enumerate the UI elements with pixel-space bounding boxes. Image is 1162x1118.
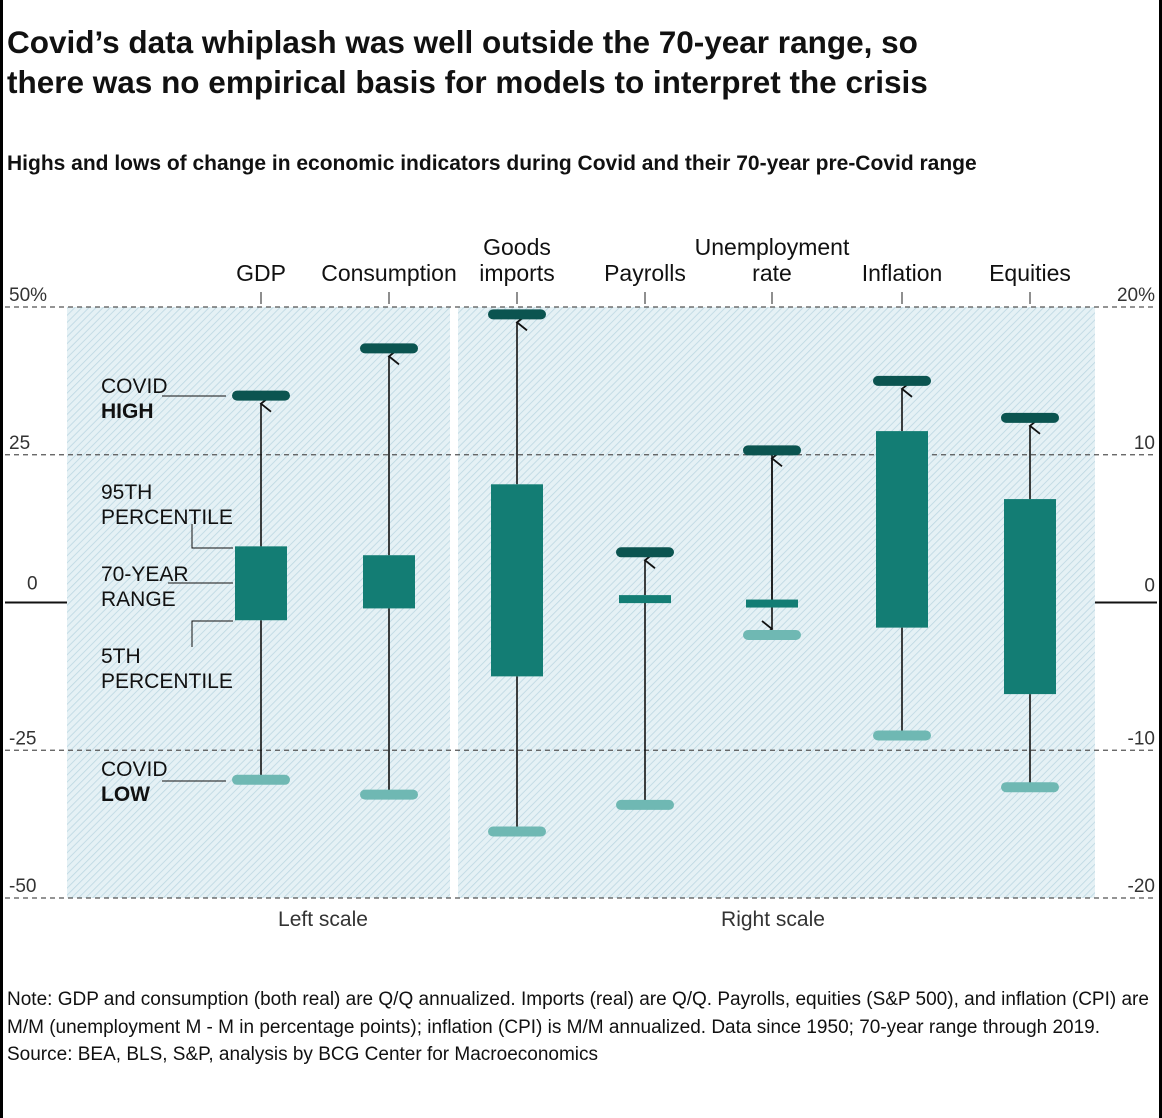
seventy-year-range-box (619, 595, 671, 604)
p95-callout-text: PERCENTILE (101, 506, 233, 529)
indicator-consumption (360, 343, 418, 800)
right-tick-label: 0 (1144, 576, 1155, 597)
indicator-payrolls (616, 547, 674, 810)
range-callout-text: 70-YEAR (101, 563, 189, 586)
left-tick-label: -25 (9, 728, 36, 749)
left-tick-label: 0 (27, 574, 38, 595)
p5-callout-text: 5TH (101, 645, 141, 668)
left-tick-label: 25 (9, 433, 30, 454)
seventy-year-range-box (1004, 499, 1056, 695)
p5-leader (191, 620, 233, 647)
seventy-year-range-box (746, 599, 798, 608)
left-border (0, 0, 3, 1118)
indicator-goods-imports (488, 309, 546, 837)
right-tick-label: 20% (1117, 285, 1155, 306)
covid-low-callout-text: LOW (101, 783, 150, 806)
seventy-year-range-box (876, 431, 928, 628)
right-scale-caption: Right scale (721, 908, 825, 931)
p95-callout-text: 95TH (101, 481, 152, 504)
chart-title-line-1: Covid’s data whiplash was well outside t… (7, 24, 918, 60)
indicator-label: Equities (989, 260, 1071, 286)
indicator-unemployment-rate (743, 445, 801, 641)
covid-high-callout-text: COVID (101, 375, 168, 398)
left-tick-label: 50% (9, 285, 47, 306)
left-scale-caption: Left scale (278, 908, 368, 931)
right-tick-label: -20 (1128, 876, 1155, 897)
gridlines (5, 306, 1157, 899)
indicator-label: imports (479, 260, 554, 286)
footnotes: Note: GDP and consumption (both real) ar… (7, 986, 1157, 1069)
source-text: Source: BEA, BLS, S&P, analysis by BCG C… (7, 1044, 599, 1065)
indicator-label: Inflation (862, 260, 943, 286)
seventy-year-range-box (235, 546, 287, 621)
covid-high-callout-text: HIGH (101, 400, 154, 423)
chart-subtitle: Highs and lows of change in economic ind… (7, 152, 977, 175)
p5-callout-text: PERCENTILE (101, 670, 233, 693)
indicator-label: GDP (236, 260, 286, 286)
right-border (1159, 0, 1162, 1118)
chart-title-line-2: there was no empirical basis for models … (7, 64, 928, 100)
indicator-label: Unemployment (695, 234, 850, 260)
seventy-year-range-box (363, 555, 415, 609)
note-text: Note: GDP and consumption (both real) ar… (7, 989, 1149, 1038)
right-tick-label: 10 (1134, 433, 1155, 454)
indicator-label: rate (752, 260, 792, 286)
indicator-inflation (873, 375, 931, 741)
left-tick-label: -50 (9, 876, 36, 897)
chart-title: Covid’s data whiplash was well outside t… (7, 22, 1147, 102)
right-tick-label: -10 (1128, 728, 1155, 749)
range-callout-text: RANGE (101, 588, 176, 611)
indicator-label: Goods (483, 234, 551, 260)
indicator-ranges (232, 309, 1059, 837)
covid-low-callout-text: COVID (101, 758, 168, 781)
indicator-label: Consumption (321, 260, 457, 286)
seventy-year-range-box (491, 484, 543, 677)
p95-leader (191, 524, 233, 549)
indicator-gdp (232, 390, 290, 785)
indicator-equities (1001, 412, 1059, 793)
indicator-label: Payrolls (604, 260, 686, 286)
scale-captions: Left scale Right scale (278, 908, 825, 931)
legend-callouts: COVIDHIGH95THPERCENTILE70-YEARRANGE5THPE… (101, 375, 233, 806)
axis-tick-labels: 50% 25 0 -25 -50 20% 10 0 -10 -20 (9, 285, 1155, 897)
